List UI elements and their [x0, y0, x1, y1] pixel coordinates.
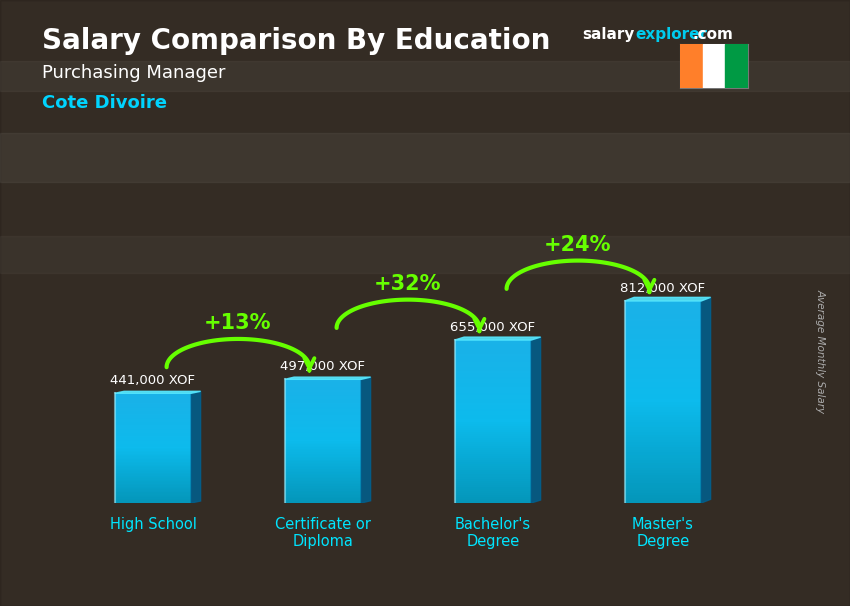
Polygon shape	[625, 298, 711, 301]
Text: Average Monthly Salary: Average Monthly Salary	[815, 290, 825, 413]
Bar	[0, 236, 850, 273]
Polygon shape	[191, 391, 201, 503]
Polygon shape	[701, 298, 711, 503]
Text: Purchasing Manager: Purchasing Manager	[42, 64, 226, 82]
Text: Salary Comparison By Education: Salary Comparison By Education	[42, 27, 551, 55]
Polygon shape	[361, 377, 371, 503]
Text: 497,000 XOF: 497,000 XOF	[280, 361, 366, 373]
Text: +24%: +24%	[544, 235, 612, 255]
Text: 655,000 XOF: 655,000 XOF	[450, 321, 536, 334]
Text: 812,000 XOF: 812,000 XOF	[620, 282, 706, 295]
Text: salary: salary	[582, 27, 635, 42]
Bar	[725, 44, 748, 88]
Bar	[0, 61, 850, 91]
Text: +13%: +13%	[204, 313, 272, 333]
Bar	[703, 44, 725, 88]
Text: explorer: explorer	[635, 27, 707, 42]
Polygon shape	[455, 337, 541, 340]
Bar	[0, 133, 850, 182]
Text: +32%: +32%	[374, 273, 442, 293]
Text: 441,000 XOF: 441,000 XOF	[110, 375, 196, 387]
Polygon shape	[285, 377, 371, 379]
Polygon shape	[531, 337, 541, 503]
Text: Cote Divoire: Cote Divoire	[42, 94, 167, 112]
Bar	[680, 44, 703, 88]
Polygon shape	[115, 391, 201, 393]
Text: .com: .com	[693, 27, 734, 42]
